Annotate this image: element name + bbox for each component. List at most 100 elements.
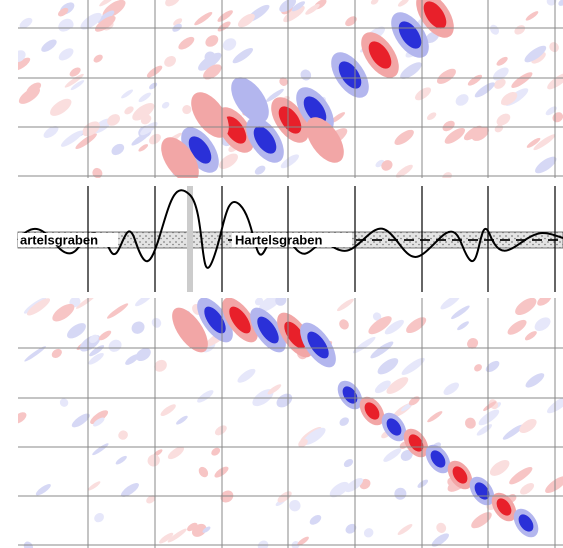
speckle [535,156,557,174]
speckle [146,495,156,504]
speckle [547,73,563,90]
speckle [474,364,482,372]
blob [430,450,446,468]
speckle [111,143,125,156]
speckle [197,390,214,403]
speckle [525,11,539,21]
speckle [386,377,409,394]
speckle [276,393,293,408]
blob [452,466,468,484]
speckle [471,512,492,529]
speckle [297,536,309,546]
speckle [99,0,117,7]
speckle [176,415,188,425]
speckle [537,298,552,306]
speckle [75,298,96,309]
speckle [107,114,121,126]
speckle [372,312,382,321]
blob [223,116,247,144]
speckle [58,48,74,61]
speckle [138,92,151,103]
speckle [217,10,233,22]
blob [342,386,358,404]
speckle [395,164,413,178]
speckle [89,334,99,344]
speckle [502,424,524,440]
speckle [531,52,546,64]
speckle [381,160,393,171]
speckle [377,358,399,375]
speckle [339,417,349,426]
speckle [97,10,115,24]
speckle [198,52,222,71]
speckle [514,25,526,35]
speckle [254,298,264,306]
speckle [415,87,432,101]
speckle [509,467,533,485]
speckle [140,121,158,136]
speckle [132,103,155,121]
speckle [534,317,551,332]
speckle [492,67,509,81]
speckle [345,16,357,27]
speckle [302,427,326,446]
speckle [23,541,34,548]
speckle [67,323,86,339]
speckle [394,487,407,500]
speckle [343,459,354,468]
speckle [115,455,127,465]
speckle [265,88,284,102]
speckle [370,0,379,5]
speckle [280,154,299,169]
middle-panel: artelsgraben Hartelsgraben [17,186,563,292]
speckle [339,319,349,330]
speckle [363,528,374,538]
speckle [474,82,495,98]
speckle [257,540,269,548]
speckle [549,42,559,53]
blob [518,514,534,532]
speckle [90,410,109,425]
speckle [545,476,563,494]
top-panel [18,0,563,178]
speckle [329,481,349,498]
speckle [26,298,51,316]
speckle [496,113,511,126]
speckle [483,401,497,411]
speckle [545,106,557,116]
speckle [202,526,211,533]
speckle [118,430,128,440]
speckle [51,348,62,359]
speckle [408,396,420,406]
blob [188,136,212,164]
label-box [232,233,352,247]
speckle [198,466,209,478]
speckle [526,137,541,148]
speckle [397,0,409,7]
blob [364,402,380,420]
speckle [283,5,305,23]
speckle [214,425,227,436]
speckle [18,57,31,71]
blob [161,137,199,178]
blob [386,418,402,436]
blob [284,321,306,349]
speckle [309,515,322,525]
blob [257,316,279,344]
speckle [345,478,364,493]
speckle [75,133,97,150]
speckle [135,347,151,362]
speckle [219,153,238,169]
speckle [383,448,402,462]
blob [191,92,229,138]
speckle [59,398,69,407]
speckle [232,47,254,64]
speckle [173,18,183,26]
speckle [165,0,181,7]
speckle [533,134,556,151]
speckle [41,39,57,52]
speckle [214,466,229,478]
speckle [178,36,195,50]
speckle [275,298,287,306]
blob [229,306,251,334]
